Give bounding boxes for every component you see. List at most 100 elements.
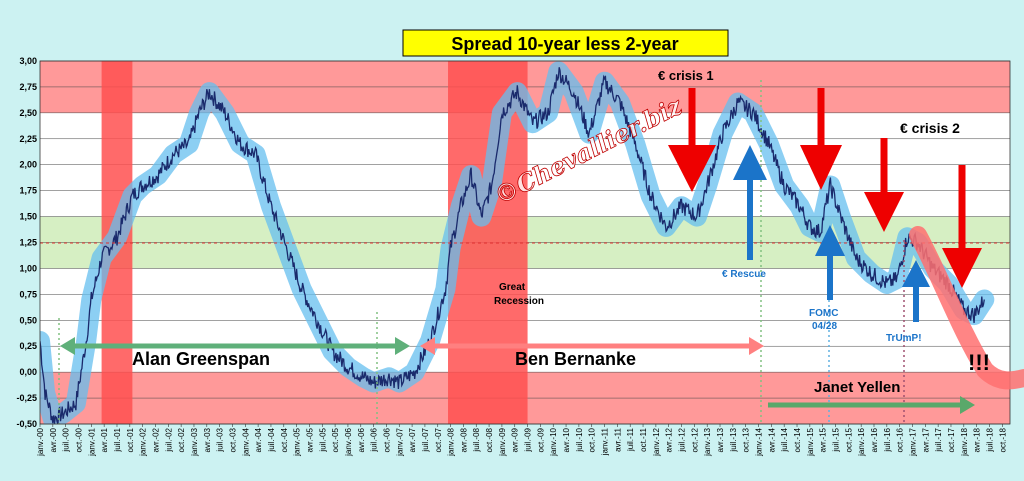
- x-tick-label: juil.-11: [626, 427, 635, 452]
- x-tick-label: avr.-17: [921, 427, 930, 452]
- y-tick-label: 2,50: [19, 108, 37, 118]
- x-tick-label: juil.-01: [113, 427, 122, 452]
- x-tick-label: oct.-18: [998, 427, 1007, 452]
- x-tick-label: janv.-11: [601, 427, 610, 456]
- x-tick-label: juil.-13: [729, 427, 738, 452]
- label-trump: TrUmP!: [886, 333, 922, 344]
- bernanke-arrow: [420, 337, 764, 355]
- y-tick-label: 2,00: [19, 160, 37, 170]
- x-tick-label: avr.-18: [973, 427, 982, 452]
- red-arrow-2: [800, 88, 842, 190]
- label-exclaim: !!!: [968, 350, 990, 375]
- x-axis-ticks: janv.-00 avr.-00 juil.-00 oct.-00 janv.-01 av…: [36, 424, 1007, 457]
- y-tick-label: 1,50: [19, 212, 37, 222]
- blue-arrow-trump: [902, 260, 930, 322]
- label-fomc-date: 04/28: [812, 321, 837, 332]
- x-tick-label: avr.-00: [49, 427, 58, 452]
- x-tick-label: avr.-12: [665, 427, 674, 452]
- x-tick-label: avr.-04: [254, 427, 263, 452]
- label-bernanke: Ben Bernanke: [515, 349, 636, 369]
- y-tick-label: -0,50: [16, 419, 37, 429]
- y-tick-label: -0,25: [16, 393, 37, 403]
- label-yellen: Janet Yellen: [814, 379, 900, 396]
- label-euro-rescue: € Rescue: [722, 269, 766, 280]
- x-tick-label: oct.-07: [434, 427, 443, 452]
- x-tick-label: avr.-01: [100, 427, 109, 452]
- label-euro-crisis-1: € crisis 1: [658, 68, 714, 83]
- x-tick-label: janv.-00: [36, 427, 45, 456]
- x-tick-label: oct.-16: [896, 427, 905, 452]
- x-tick-label: juil.-02: [164, 427, 173, 452]
- x-tick-label: juil.-05: [318, 427, 327, 452]
- x-tick-label: oct.-17: [947, 427, 956, 452]
- series-line: [40, 67, 985, 424]
- x-tick-label: avr.-05: [305, 427, 314, 452]
- x-tick-label: juil.-06: [370, 427, 379, 452]
- y-tick-label: 2,25: [19, 134, 37, 144]
- x-tick-label: oct.-15: [844, 427, 853, 452]
- x-tick-label: oct.-01: [126, 427, 135, 452]
- x-tick-label: avr.-10: [562, 427, 571, 452]
- x-tick-label: janv.-08: [447, 427, 456, 456]
- x-tick-label: avr.-11: [613, 427, 622, 451]
- series-path: [40, 67, 985, 424]
- x-tick-label: juil.-04: [267, 427, 276, 452]
- x-tick-label: oct.-12: [690, 427, 699, 452]
- plot-frame: [39, 60, 1011, 425]
- x-tick-label: janv.-05: [293, 427, 302, 456]
- x-tick-label: avr.-02: [151, 427, 160, 452]
- label-great: Great: [499, 282, 526, 293]
- x-tick-label: avr.-14: [767, 427, 776, 452]
- x-tick-label: janv.-17: [908, 427, 917, 456]
- x-tick-label: juil.-12: [678, 427, 687, 452]
- x-tick-label: janv.-01: [87, 427, 96, 456]
- label-greenspan: Alan Greenspan: [132, 349, 270, 369]
- x-tick-label: juil.-14: [780, 427, 789, 452]
- x-tick-label: avr.-16: [870, 427, 879, 452]
- x-tick-label: juil.-16: [883, 427, 892, 452]
- blue-arrow-rescue: [733, 145, 767, 260]
- yellen-arrow: [768, 396, 975, 414]
- x-tick-label: oct.-04: [280, 427, 289, 452]
- blue-arrow-fomc: [815, 225, 845, 300]
- x-tick-label: juil.-00: [62, 427, 71, 452]
- x-tick-label: oct.-13: [742, 427, 751, 452]
- label-recession: Recession: [494, 296, 544, 307]
- x-tick-label: juil.-03: [216, 427, 225, 452]
- x-tick-label: juil.-15: [832, 427, 841, 452]
- greenspan-arrow: [60, 337, 410, 355]
- x-tick-label: janv.-06: [344, 427, 353, 456]
- x-tick-label: juil.-07: [421, 427, 430, 452]
- y-tick-label: 2,75: [19, 82, 37, 92]
- x-tick-label: janv.-18: [960, 427, 969, 456]
- x-tick-label: janv.-13: [703, 427, 712, 456]
- chart-title-box: Spread 10-year less 2-year: [402, 29, 729, 57]
- x-tick-label: oct.-06: [382, 427, 391, 452]
- x-tick-label: avr.-07: [408, 427, 417, 452]
- x-tick-label: oct.-00: [74, 427, 83, 452]
- x-tick-label: oct.-03: [228, 427, 237, 452]
- trump-down-band: [909, 226, 1024, 390]
- x-tick-label: avr.-13: [716, 427, 725, 452]
- x-tick-label: janv.-09: [498, 427, 507, 456]
- x-tick-label: oct.-02: [177, 427, 186, 452]
- x-tick-label: oct.-09: [536, 427, 545, 452]
- red-arrow-3: [864, 138, 904, 232]
- x-tick-label: janv.-02: [139, 427, 148, 456]
- x-tick-label: oct.-10: [588, 427, 597, 452]
- x-tick-label: juil.-18: [985, 427, 994, 452]
- label-euro-crisis-2: € crisis 2: [900, 120, 960, 136]
- y-axis-ticks: 3,00 2,75 2,50 2,25 2,00 1,75 1,50 1,25 1,00 0,75…: [16, 56, 37, 429]
- x-tick-label: janv.-12: [652, 427, 661, 456]
- x-tick-label: oct.-11: [639, 427, 648, 451]
- x-tick-label: janv.-03: [190, 427, 199, 456]
- y-tick-label: 0,50: [19, 315, 37, 325]
- x-tick-label: janv.-07: [395, 427, 404, 456]
- y-tick-label: 1,25: [19, 238, 37, 248]
- x-tick-label: juil.-09: [524, 427, 533, 452]
- x-tick-label: janv.-16: [857, 427, 866, 456]
- y-tick-label: 1,00: [19, 263, 37, 273]
- y-tick-label: 0,00: [19, 367, 37, 377]
- x-tick-label: avr.-09: [511, 427, 520, 452]
